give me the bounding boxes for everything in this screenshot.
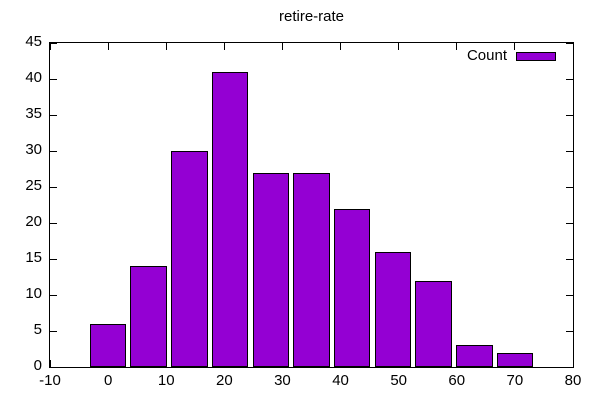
x-tick-top	[398, 43, 400, 50]
x-tick-top	[223, 43, 225, 50]
legend: Count	[467, 48, 556, 64]
histogram-bar	[415, 280, 452, 367]
x-tick-bottom	[572, 360, 574, 367]
y-tick-left	[50, 150, 57, 152]
x-tick-top	[281, 43, 283, 50]
x-tick-label: 40	[332, 372, 349, 389]
x-tick-label: 70	[506, 372, 524, 389]
y-tick-left	[50, 222, 57, 224]
x-tick-bottom	[49, 360, 51, 367]
x-tick-top	[165, 43, 167, 50]
legend-label: Count	[466, 47, 507, 64]
x-tick-label: 60	[448, 372, 466, 389]
y-tick-right	[566, 150, 573, 152]
y-tick-right	[566, 42, 573, 44]
y-tick-label: 25	[25, 177, 42, 194]
histogram-bar	[252, 172, 290, 367]
x-tick-label: -10	[39, 372, 61, 389]
plot-area: Count	[49, 42, 574, 368]
y-tick-label: 20	[25, 213, 42, 230]
y-tick-right	[566, 114, 573, 116]
y-tick-label: 0	[33, 357, 42, 374]
histogram-bar	[211, 71, 249, 367]
y-tick-label: 5	[33, 321, 42, 338]
y-tick-right	[566, 186, 573, 188]
x-tick-label: 10	[157, 372, 175, 389]
y-tick-left	[50, 42, 57, 44]
x-tick-top	[49, 43, 51, 50]
y-tick-right	[566, 258, 573, 260]
y-tick-label: 45	[25, 33, 42, 50]
y-tick-right	[566, 294, 573, 296]
x-tick-top	[572, 43, 574, 50]
y-tick-label: 30	[25, 141, 42, 158]
histogram-bar	[293, 172, 330, 367]
y-tick-label: 40	[25, 69, 42, 86]
x-tick-label: 50	[390, 372, 407, 389]
x-tick-label: 80	[564, 372, 582, 389]
x-tick-top	[340, 43, 342, 50]
x-tick-label: 20	[215, 372, 233, 389]
histogram-bar	[130, 266, 168, 367]
y-tick-left	[50, 294, 57, 296]
histogram-bar	[455, 345, 493, 367]
histogram-bar	[333, 208, 371, 367]
x-tick-label: 0	[103, 372, 113, 389]
y-tick-right	[566, 78, 573, 80]
y-tick-label: 15	[25, 249, 42, 266]
histogram-bar	[171, 151, 208, 367]
legend-swatch	[516, 51, 556, 61]
y-tick-left	[50, 366, 57, 368]
x-tick-top	[456, 43, 458, 50]
y-tick-right	[566, 222, 573, 224]
y-tick-label: 10	[25, 285, 42, 302]
y-tick-right	[566, 330, 573, 332]
y-tick-label: 35	[25, 105, 42, 122]
x-tick-top	[107, 43, 109, 50]
chart-title: retire-rate	[278, 8, 345, 25]
y-tick-left	[50, 186, 57, 188]
x-tick-label: 30	[274, 372, 291, 389]
x-tick-top	[514, 43, 516, 50]
y-tick-left	[50, 114, 57, 116]
histogram-bar	[89, 323, 127, 367]
y-tick-right	[566, 366, 573, 368]
y-tick-left	[50, 330, 57, 332]
y-tick-left	[50, 78, 57, 80]
histogram-bar	[374, 251, 412, 367]
y-tick-left	[50, 258, 57, 260]
histogram-bar	[496, 352, 534, 367]
